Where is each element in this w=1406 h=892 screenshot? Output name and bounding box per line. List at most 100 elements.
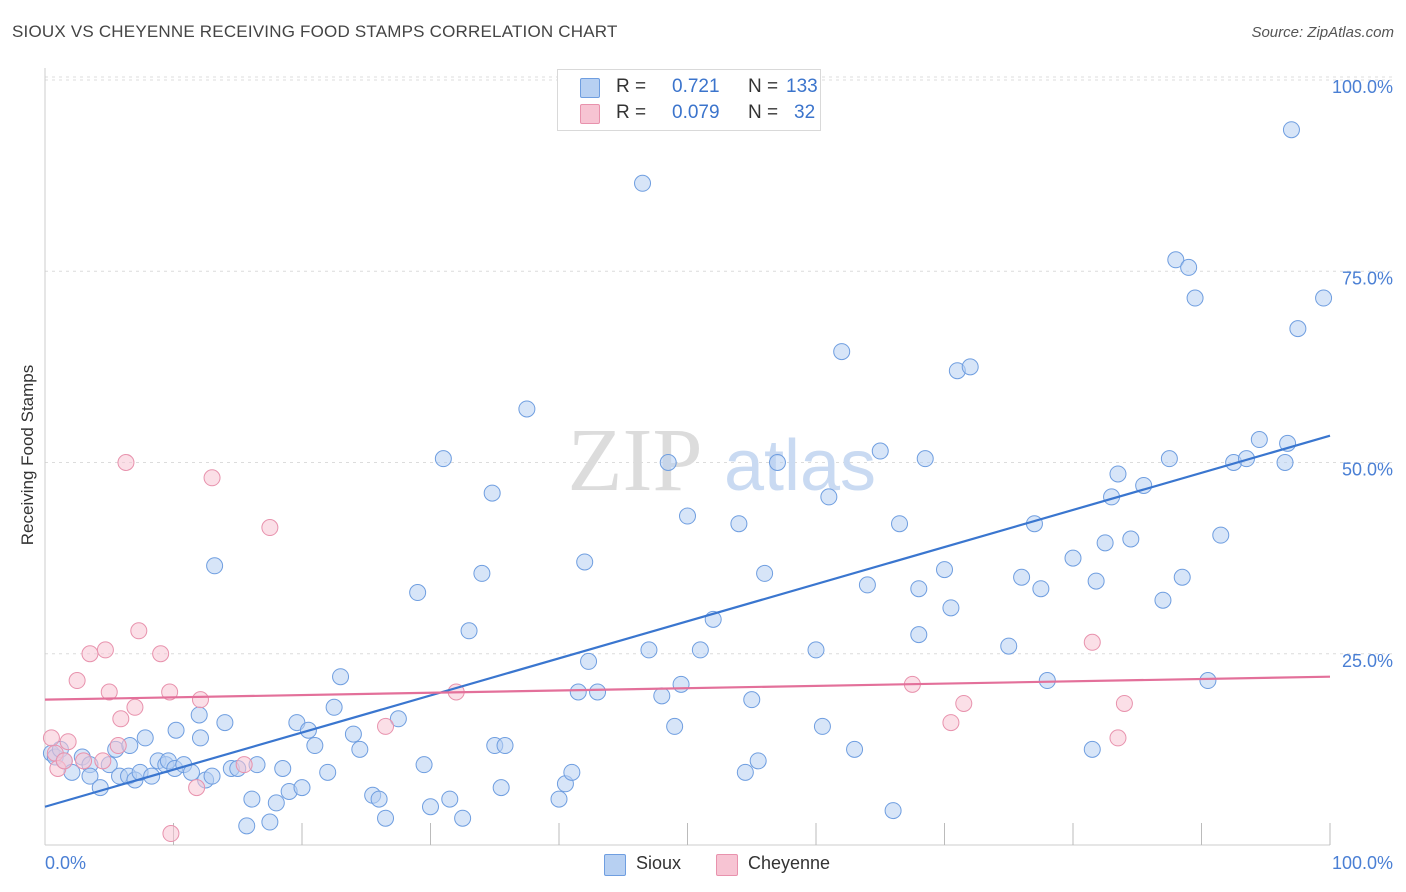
sioux-point <box>846 740 864 758</box>
trend-lines <box>44 434 1331 808</box>
sioux-point <box>243 790 261 808</box>
sioux-point <box>563 763 581 781</box>
sioux-point <box>1122 530 1140 548</box>
sioux-point <box>1212 526 1230 544</box>
sioux-point <box>434 450 452 468</box>
sioux-point <box>1276 454 1294 471</box>
source-label: Source: ZipAtlas.com <box>1251 24 1394 41</box>
sioux-legend-swatch <box>604 854 626 876</box>
sioux-points <box>42 121 1333 835</box>
cheyenne-legend-swatch <box>716 854 738 876</box>
sioux-point <box>550 790 568 808</box>
sioux-point <box>813 717 831 735</box>
cheyenne-point <box>162 825 180 843</box>
legend-sioux-n: 133 <box>786 76 818 97</box>
cheyenne-trend-line <box>44 675 1331 701</box>
sioux-point <box>1315 289 1333 307</box>
cheyenne-point <box>55 752 73 770</box>
sioux-point <box>653 687 671 705</box>
sioux-point <box>589 683 607 701</box>
cheyenne-point <box>109 737 127 755</box>
sioux-point <box>274 760 292 777</box>
cheyenne-point <box>955 694 973 712</box>
sioux-point <box>1154 591 1172 609</box>
sioux-point <box>1167 251 1185 269</box>
sioux-point <box>351 740 369 758</box>
sioux-point <box>884 802 902 820</box>
sioux-point <box>267 794 285 812</box>
legend-cheyenne-r: 0.079 <box>672 102 720 123</box>
cheyenne-point <box>94 752 112 770</box>
sioux-point <box>749 752 767 770</box>
sioux-point <box>496 737 514 755</box>
sioux-point <box>833 343 851 361</box>
legend-r-label: R = <box>616 102 647 123</box>
sioux-point <box>415 756 433 774</box>
sioux-point <box>640 641 658 659</box>
sioux-point <box>370 790 388 808</box>
sioux-point <box>807 641 825 659</box>
sioux-point <box>1250 431 1268 449</box>
chart-title: SIOUX VS CHEYENNE RECEIVING FOOD STAMPS … <box>12 22 618 41</box>
cheyenne-swatch <box>580 104 600 124</box>
sioux-point <box>191 729 209 747</box>
sioux-point <box>1038 672 1056 690</box>
sioux-point <box>344 725 362 743</box>
sioux-point <box>730 515 748 533</box>
sioux-point <box>460 622 478 640</box>
sioux-point <box>576 553 594 571</box>
sioux-point <box>858 576 876 594</box>
cheyenne-point <box>42 729 60 747</box>
cheyenne-point <box>117 454 135 471</box>
sioux-point <box>569 683 587 701</box>
sioux-point <box>483 484 501 502</box>
sioux-point <box>216 714 234 732</box>
cheyenne-point <box>75 752 93 770</box>
sioux-point <box>1032 580 1050 598</box>
sioux-point <box>492 779 510 797</box>
sioux-point <box>1013 568 1031 586</box>
cheyenne-point <box>161 683 179 701</box>
cheyenne-point <box>130 622 148 640</box>
legend-cheyenne-n: 32 <box>794 102 816 123</box>
sioux-point <box>891 515 909 533</box>
cheyenne-point <box>1115 694 1133 712</box>
cheyenne-point <box>377 717 395 735</box>
sioux-point <box>756 564 774 582</box>
sioux-point <box>190 706 208 724</box>
y-tick-label: 75.0% <box>1342 268 1393 288</box>
sioux-point <box>1064 549 1082 567</box>
sioux-point <box>672 675 690 693</box>
sioux-point <box>743 691 761 709</box>
cheyenne-point <box>112 710 130 728</box>
sioux-point <box>389 710 407 728</box>
sioux-swatch <box>580 78 600 98</box>
cheyenne-point <box>96 641 114 659</box>
cheyenne-legend-label: Cheyenne <box>748 853 831 873</box>
sioux-point <box>203 767 221 785</box>
sioux-point <box>1096 534 1114 552</box>
sioux-point <box>319 763 337 781</box>
sioux-point <box>409 584 427 602</box>
sioux-point <box>961 358 979 376</box>
cheyenne-point <box>191 691 209 709</box>
sioux-point <box>1160 450 1178 468</box>
sioux-point <box>1186 289 1204 307</box>
sioux-point <box>167 721 185 739</box>
sioux-point <box>473 564 491 582</box>
tick-labels: 25.0% 50.0% 75.0% 100.0% 0.0% 100.0% <box>45 77 1393 873</box>
sioux-point <box>1180 258 1198 276</box>
sioux-trend-line <box>44 434 1331 808</box>
sioux-point <box>377 809 395 827</box>
cheyenne-point <box>261 519 279 537</box>
sioux-point <box>1173 568 1191 586</box>
cheyenne-point <box>59 733 77 751</box>
cheyenne-point <box>1083 633 1101 651</box>
cheyenne-point <box>100 683 118 701</box>
sioux-point <box>634 174 652 192</box>
cheyenne-point <box>235 756 253 774</box>
sioux-point <box>332 668 350 686</box>
sioux-point <box>768 454 786 471</box>
cheyenne-point <box>68 672 86 690</box>
